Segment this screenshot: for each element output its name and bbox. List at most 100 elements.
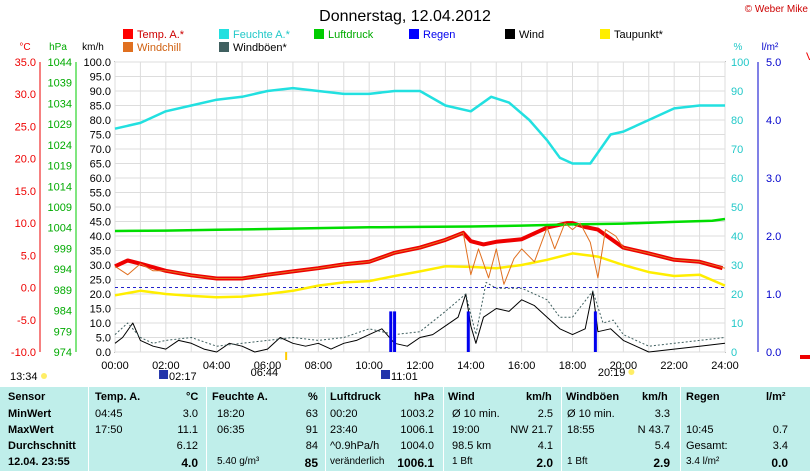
tick-label-temp: 10.0 (15, 218, 36, 230)
tick-label-wind: 100.0 (83, 57, 111, 69)
stats-cell-h-val: 63 (305, 408, 318, 420)
tick-label-temp: 5.0 (21, 250, 36, 262)
tick-label-wind: 55.0 (90, 188, 111, 200)
series-line-windchill (114, 222, 726, 285)
tick-label-pressure: 979 (54, 326, 72, 338)
tick-label-pressure: 1004 (48, 223, 72, 235)
tick-label-pressure: 1009 (48, 202, 72, 214)
stats-cell-w-val: 4.1 (537, 440, 553, 452)
tick-label-wind: 50.0 (90, 202, 111, 214)
rain-bar (466, 311, 470, 352)
tick-label-time: 06:00 (254, 360, 282, 372)
legend-label: Windchill (137, 42, 181, 54)
stats-cell-g-label: 18:55 (567, 424, 595, 436)
sun-icon (628, 369, 635, 375)
legend-swatch (123, 29, 133, 39)
axis-unit-pressure: hPa (49, 42, 67, 53)
chart-title: Donnerstag, 12.04.2012 (319, 8, 491, 25)
tick-label-wind: 95.0 (90, 72, 111, 84)
series-line-feuchte-a (114, 86, 725, 165)
stats-cell-h-time: 5.40 g/m³ (217, 456, 260, 467)
stats-header-rain-unit: l/m² (766, 391, 786, 403)
rain-bar (393, 311, 397, 352)
stats-cell-r-val: 3.4 (772, 440, 788, 452)
tick-label-pressure: 1014 (48, 181, 72, 193)
stats-cell-g-val: 5.4 (654, 440, 670, 452)
series-line-windb-en (114, 281, 726, 347)
tick-label-rain: 4.0 (766, 115, 781, 127)
legend-swatch (219, 42, 229, 52)
tick-label-wind: 20.0 (90, 289, 111, 301)
tick-label-temp: -10.0 (11, 347, 36, 359)
tick-label-wind: 35.0 (90, 246, 111, 258)
legend-label: Taupunkt* (614, 29, 664, 41)
stats-header-hum: Feuchte A. (212, 391, 268, 403)
tick-label-temp: 35.0 (15, 57, 36, 69)
legend-swatch (123, 42, 133, 52)
tick-label-wind: 15.0 (90, 304, 111, 316)
tick-label-pressure: 1039 (48, 78, 72, 90)
marker-time-moonset: 11:01 (391, 371, 418, 383)
stats-cell-label: MaxWert (8, 424, 54, 436)
tick-label-rain: 0.0 (766, 347, 781, 359)
tick-label-pressure: 1034 (48, 98, 72, 110)
tick-label-rain: 3.0 (766, 173, 781, 185)
stats-cell-g-val: 3.3 (654, 408, 670, 420)
stats-cell-g-val: 2.9 (653, 456, 670, 470)
tick-label-wind: 0.0 (96, 347, 111, 359)
tick-label-wind: 70.0 (90, 144, 111, 156)
axis-unit-humidity: % (734, 42, 743, 53)
tick-label-wind: 10.0 (90, 318, 111, 330)
weather-chart: Donnerstag, 12.04.2012 © Weber Mike Temp. … (10, 4, 810, 383)
tick-label-time: 00:00 (101, 360, 129, 372)
tick-label-temp: 15.0 (15, 186, 36, 198)
series-line-luftdruck (114, 217, 726, 233)
stats-cell-h-time: 06:35 (217, 424, 245, 436)
tick-label-pressure: 1044 (48, 57, 72, 69)
tick-label-wind: 80.0 (90, 115, 111, 127)
legend-label: Windböen* (233, 42, 288, 54)
stats-header-rain: Regen (686, 391, 720, 403)
stats-cell-h-time: 18:20 (217, 408, 245, 420)
legend-swatch (219, 29, 229, 39)
stats-cell-label: Durchschnitt (8, 440, 76, 452)
tick-label-pressure: 1029 (48, 119, 72, 131)
stats-header-sensor: Sensor (8, 391, 46, 403)
stats-cell-r-val: 0.0 (771, 456, 788, 470)
stats-cell-r-label: 3.4 l/m² (686, 456, 720, 467)
stats-cell-t-time: 17:50 (95, 424, 123, 436)
edge-letter: V (806, 51, 810, 63)
tick-label-time: 02:00 (152, 360, 180, 372)
stats-cell-w-label: Ø 10 min. (452, 408, 500, 420)
marker-time-other: 13:34 (10, 371, 38, 383)
tick-label-pressure: 994 (54, 264, 72, 276)
stats-header-hum-unit: % (308, 391, 318, 403)
tick-label-humidity: 90 (731, 86, 743, 98)
stats-header-wind: Wind (448, 391, 475, 403)
tick-label-wind: 65.0 (90, 159, 111, 171)
tick-label-humidity: 30 (731, 260, 743, 272)
tick-label-humidity: 70 (731, 144, 743, 156)
tick-label-wind: 85.0 (90, 101, 111, 113)
tick-label-humidity: 40 (731, 231, 743, 243)
stats-cell-h-val: 84 (305, 440, 318, 452)
tick-label-time: 22:00 (660, 360, 688, 372)
stats-header-gust: Windböen (566, 391, 620, 403)
stats-cell-p-val: 1006.1 (397, 456, 434, 470)
tick-label-wind: 5.0 (96, 333, 111, 345)
legend-swatch (409, 29, 419, 39)
stats-cell-t-val: 3.0 (182, 408, 198, 420)
tick-label-rain: 5.0 (766, 57, 781, 69)
stats-cell-t-time: 04:45 (95, 408, 123, 420)
stats-cell-w-label: 1 Bft (452, 456, 473, 467)
tick-label-pressure: 989 (54, 285, 72, 297)
tick-label-humidity: 10 (731, 318, 743, 330)
stats-cell-t-val: 11.1 (177, 424, 198, 436)
tick-label-time: 20:00 (610, 360, 638, 372)
marker-time-sunrise: 06:44 (251, 367, 279, 379)
tick-label-wind: 75.0 (90, 130, 111, 142)
legend-label: Temp. A.* (137, 29, 185, 41)
series-line-wind (114, 290, 726, 353)
tick-label-rain: 1.0 (766, 289, 781, 301)
stats-header-temp-unit: °C (186, 391, 199, 403)
